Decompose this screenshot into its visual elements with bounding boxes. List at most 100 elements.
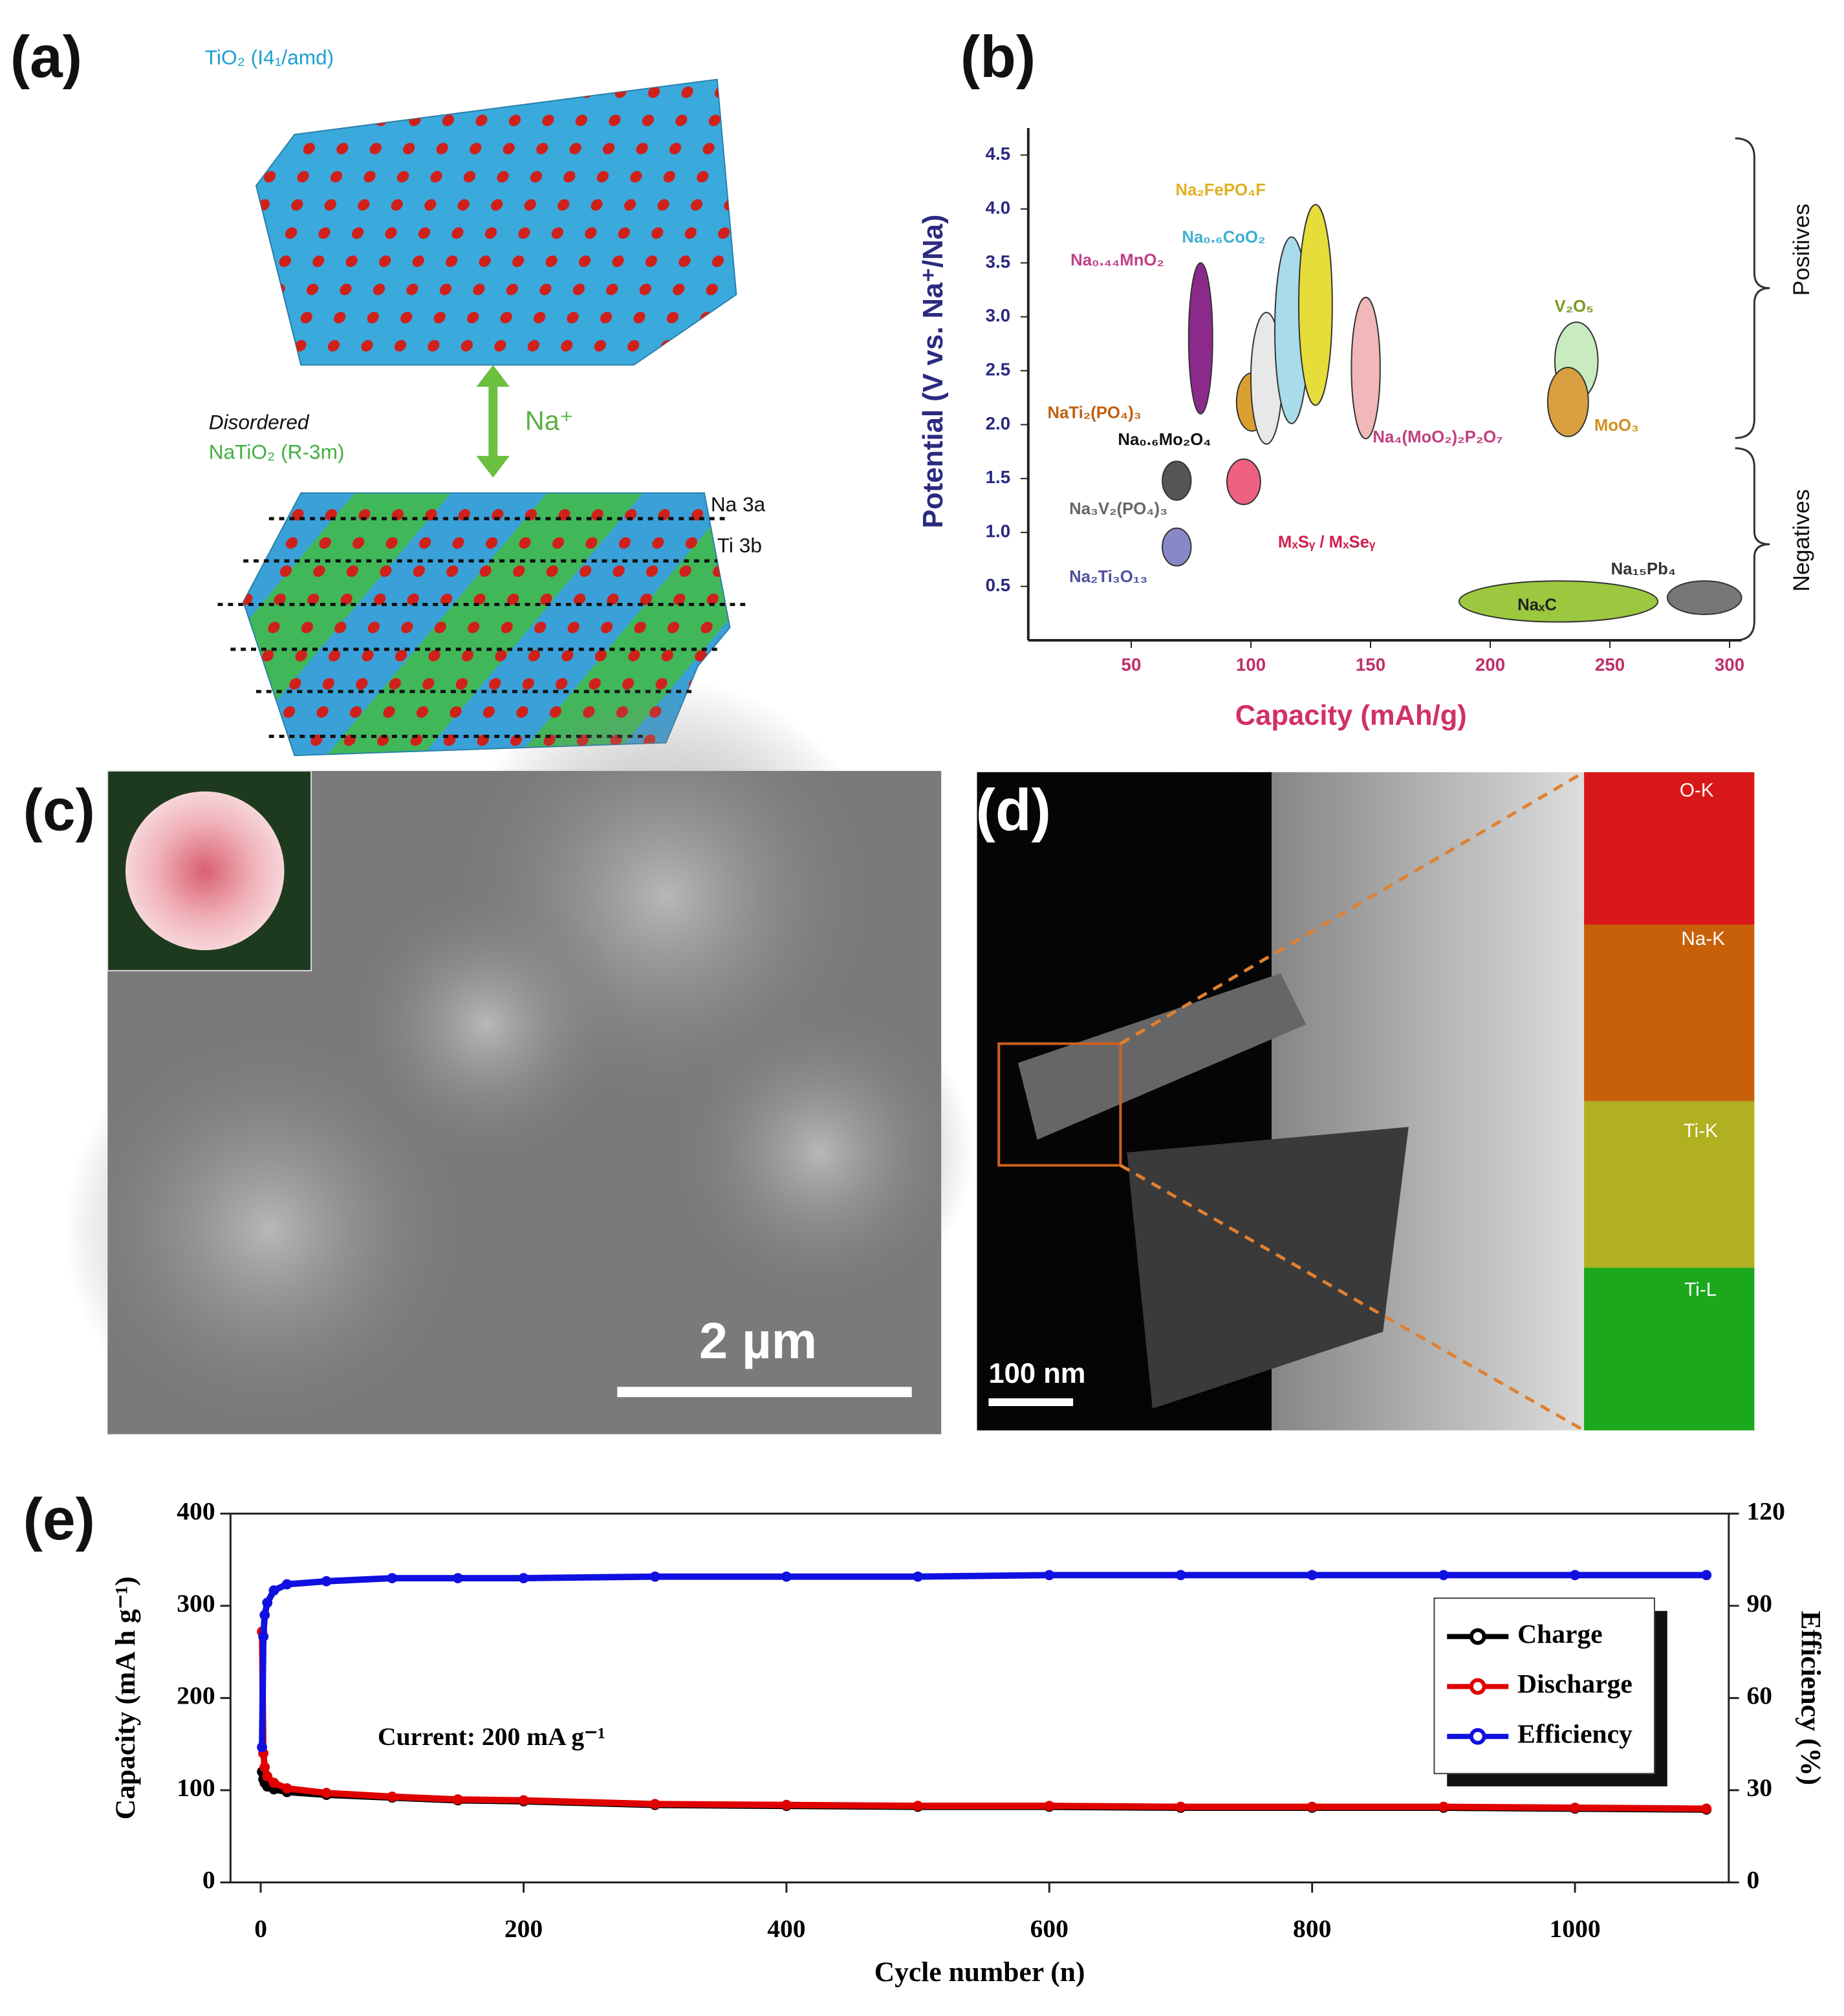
series-point — [387, 1573, 398, 1583]
y-axis-title: Capacity (mA h g⁻¹) — [110, 1576, 141, 1819]
panel-label: (d) — [976, 777, 1051, 843]
panel-label: (b) — [960, 25, 1036, 90]
series-point — [1175, 1801, 1186, 1812]
series-point — [1307, 1570, 1318, 1581]
series-point — [518, 1795, 529, 1806]
y-tick-label: 200 — [177, 1681, 215, 1709]
x-tick-label: 250 — [1595, 655, 1625, 675]
region-label: Na₄(MoO₂)₂P₂O₇ — [1372, 428, 1502, 446]
series-point — [452, 1573, 463, 1583]
series-point — [1307, 1801, 1318, 1812]
site-label: Ti 3b — [717, 534, 762, 557]
series-point — [913, 1571, 924, 1582]
x-tick-label: 600 — [1030, 1914, 1068, 1943]
panel-a: (a) TiO₂ (I4₁/amd) Disordered NaTiO₂ (R-… — [10, 25, 766, 757]
region — [1162, 527, 1192, 567]
bracket — [1735, 447, 1770, 642]
x-tick-label: 150 — [1356, 655, 1385, 675]
region — [1350, 296, 1381, 440]
legend-label: Charge — [1517, 1619, 1603, 1649]
oxygen-atoms — [255, 79, 737, 365]
y2-axis-title: Efficiency (%) — [1795, 1611, 1827, 1786]
region-label: NaₓC — [1517, 596, 1557, 614]
panel-label: (e) — [23, 1487, 95, 1552]
x-tick-label: 400 — [767, 1914, 805, 1943]
y-tick-label: 2.0 — [986, 413, 1011, 433]
map-na — [1584, 924, 1755, 1101]
region — [1162, 461, 1192, 501]
y-tick-label: 0 — [202, 1866, 215, 1894]
series-point — [1438, 1570, 1449, 1581]
phase-label: TiO₂ (I4₁/amd) — [205, 45, 334, 69]
series-point — [518, 1573, 529, 1583]
series-point — [257, 1742, 268, 1753]
region-label: Na₀.₆Mo₂O₄ — [1118, 431, 1211, 449]
series-point — [1570, 1803, 1580, 1813]
series-point — [258, 1631, 269, 1642]
panel-c: (c) 2 µm — [23, 678, 973, 1435]
series-point — [268, 1585, 279, 1596]
region-label: Na₂Ti₃O₁₃ — [1069, 568, 1147, 586]
x-tick-label: 200 — [1475, 655, 1505, 675]
y-tick-label: 4.5 — [986, 144, 1011, 164]
region-label: V₂O₅ — [1555, 298, 1594, 316]
x-tick-label: 50 — [1122, 655, 1142, 675]
series-point — [1175, 1570, 1186, 1581]
region — [1546, 367, 1589, 437]
series-point — [649, 1799, 660, 1810]
zoom-box — [997, 1042, 1122, 1167]
region-label: Na₀.₄₄MnO₂ — [1070, 252, 1164, 270]
y2-tick-label: 30 — [1747, 1773, 1773, 1802]
note: Disordered — [209, 411, 310, 434]
panel-label: (c) — [23, 777, 95, 843]
y-tick-label: 3.0 — [986, 305, 1011, 325]
region-label: MoO₃ — [1594, 417, 1639, 435]
series-point — [1044, 1570, 1055, 1581]
region — [1298, 204, 1333, 406]
panel-label: (a) — [10, 25, 82, 90]
series-point — [262, 1598, 273, 1608]
series-point — [321, 1576, 332, 1587]
y2-tick-label: 120 — [1747, 1497, 1785, 1525]
phase-label: NaTiO₂ (R-3m) — [209, 440, 345, 463]
y-tick-label: 0.5 — [986, 575, 1011, 595]
x-tick-label: 0 — [254, 1914, 267, 1943]
group-label: Negatives — [1788, 489, 1814, 591]
y2-tick-label: 90 — [1747, 1589, 1773, 1618]
scale-label: 2 µm — [699, 1312, 817, 1369]
y-tick-label: 100 — [177, 1773, 215, 1802]
panel-e: (e) 0 200 400 600 800 1000 0 100 200 300 400 0 30 60 9… — [23, 1487, 1827, 1988]
series-point — [1438, 1801, 1449, 1812]
region — [1666, 580, 1742, 615]
scale-label: 100 nm — [988, 1358, 1085, 1389]
series-point — [1701, 1803, 1712, 1814]
x-tick-label: 1000 — [1549, 1914, 1600, 1943]
series-point — [321, 1788, 332, 1799]
legend-marker — [1469, 1728, 1486, 1745]
flower — [125, 791, 285, 951]
series-point — [262, 1771, 273, 1782]
annotation: Current: 200 mA g⁻¹ — [378, 1722, 605, 1751]
region — [1458, 580, 1659, 623]
legend-marker — [1469, 1678, 1486, 1695]
series-point — [259, 1762, 270, 1773]
region-label: Na₃V₂(PO₄)₃ — [1069, 500, 1167, 518]
y2-tick-label: 60 — [1747, 1681, 1773, 1709]
region-label: MₓSᵧ / MₓSeᵧ — [1278, 533, 1376, 551]
map-ti-l — [1584, 1268, 1755, 1431]
map-ti — [1584, 1101, 1755, 1268]
series-point — [1701, 1570, 1712, 1581]
series-point — [387, 1791, 398, 1802]
y-tick-label: 300 — [177, 1589, 215, 1618]
series-point — [268, 1777, 279, 1788]
series-point — [452, 1794, 463, 1805]
x-axis-title: Capacity (mAh/g) — [1235, 700, 1467, 731]
series-point — [1044, 1801, 1055, 1812]
y-tick-label: 1.0 — [986, 521, 1011, 541]
region — [1226, 458, 1261, 505]
region — [1188, 262, 1213, 415]
series-point — [281, 1579, 292, 1590]
series-point — [1570, 1570, 1580, 1581]
